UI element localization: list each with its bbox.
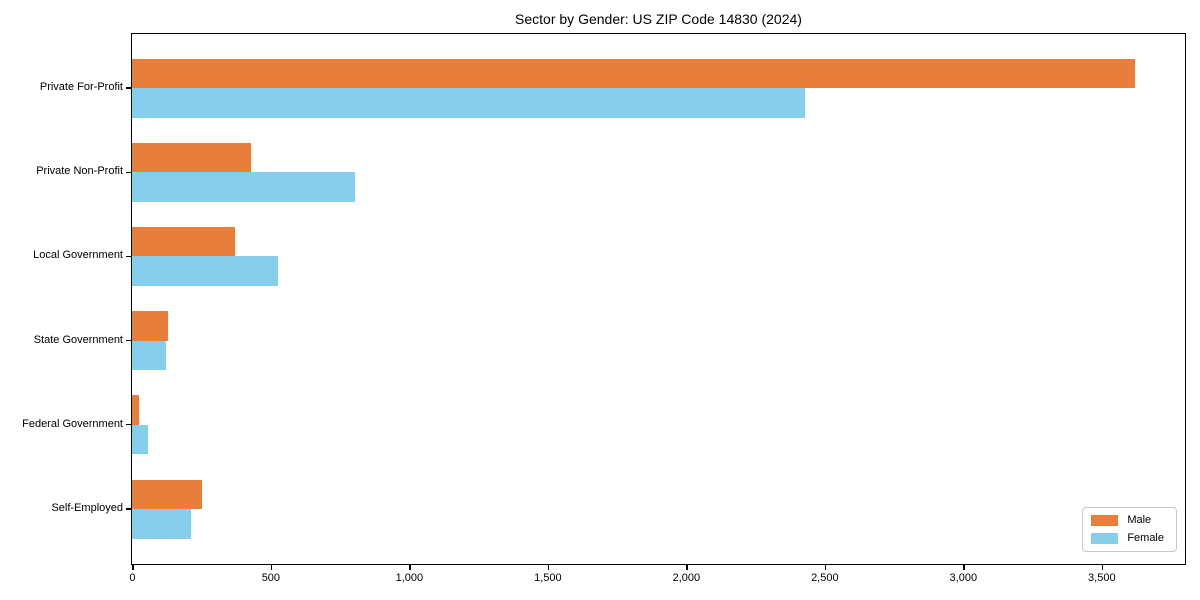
x-axis-tick-label-3500: 3,500	[1088, 572, 1116, 584]
legend-label-female: Female	[1127, 532, 1164, 544]
y-axis-label-private-for-profit: Private For-Profit	[39, 81, 123, 93]
x-axis-tick-500	[270, 565, 273, 570]
x-axis-tick-1500	[547, 565, 550, 570]
bar-male-state-government	[132, 311, 169, 341]
y-axis-label-self-employed: Self-Employed	[51, 502, 123, 514]
y-axis-tick-state-government	[126, 340, 131, 342]
x-axis-tick-label-0: 0	[129, 572, 136, 584]
y-axis-label-local-government: Local Government	[33, 249, 123, 262]
x-axis-tick-2000	[686, 565, 688, 570]
legend-entry-male: Male	[1091, 514, 1164, 526]
x-axis-tick-label-3000: 3,000	[949, 572, 978, 584]
y-axis-tick-private-non-profit	[126, 171, 131, 173]
chart-title: Sector by Gender: US ZIP Code 14830 (202…	[515, 11, 802, 27]
x-axis-tick-label-2500: 2,500	[811, 572, 839, 584]
bar-female-private-for-profit	[132, 88, 806, 118]
bar-male-private-for-profit	[132, 58, 1136, 88]
legend-swatch-female	[1091, 532, 1119, 544]
legend-entry-female: Female	[1091, 532, 1164, 544]
bar-male-federal-government	[132, 395, 140, 425]
y-axis-label-state-government: State Government	[33, 333, 123, 346]
bar-female-state-government	[132, 340, 166, 371]
y-axis-label-private-non-profit: Private Non-Profit	[36, 165, 123, 178]
x-axis-tick-label-500: 500	[261, 572, 281, 584]
bar-female-local-government	[132, 256, 278, 286]
bar-male-self-employed	[132, 479, 202, 509]
x-axis-tick-label-1000: 1,000	[395, 572, 424, 584]
x-axis-tick-0	[132, 565, 134, 570]
bar-male-private-non-profit	[132, 142, 252, 173]
bar-female-self-employed	[132, 509, 191, 539]
y-axis-tick-local-government	[126, 255, 131, 257]
legend-label-male: Male	[1127, 514, 1152, 526]
bar-female-private-non-profit	[132, 172, 356, 202]
x-axis-tick-1000	[409, 565, 411, 570]
y-axis-label-federal-government: Federal Government	[22, 417, 123, 430]
bar-female-federal-government	[132, 424, 148, 455]
x-axis-tick-label-1500: 1,500	[534, 572, 562, 584]
x-axis-tick-3500	[1101, 565, 1103, 570]
legend-swatch-male	[1091, 514, 1119, 526]
y-axis-tick-federal-government	[126, 424, 131, 426]
x-axis-tick-3000	[963, 565, 965, 570]
legend: Male Female	[1082, 507, 1177, 552]
x-axis-tick-2500	[824, 565, 827, 570]
y-axis-tick-self-employed	[126, 508, 131, 510]
y-axis-tick-private-for-profit	[126, 87, 131, 89]
plot-area	[131, 33, 1186, 565]
bar-male-local-government	[132, 226, 235, 257]
x-axis-tick-label-2000: 2,000	[672, 572, 701, 584]
